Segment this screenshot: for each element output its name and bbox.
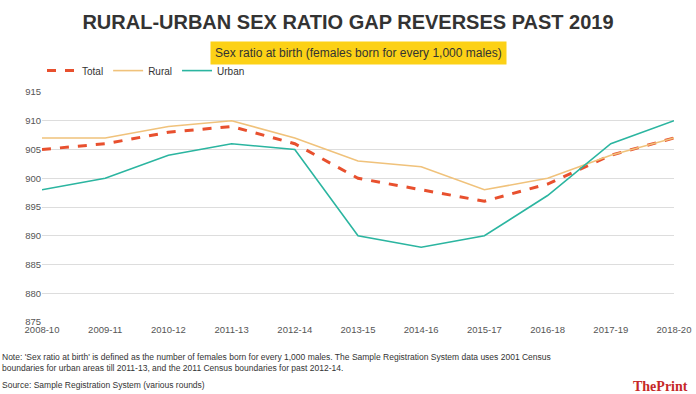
svg-text:Sex ratio at birth (females bo: Sex ratio at birth (females born for eve… bbox=[215, 46, 502, 60]
svg-text:Total: Total bbox=[82, 66, 103, 77]
svg-text:2016-18: 2016-18 bbox=[530, 324, 565, 335]
svg-text:885: 885 bbox=[25, 259, 41, 270]
svg-text:2009-11: 2009-11 bbox=[88, 324, 122, 335]
svg-text:900: 900 bbox=[25, 173, 41, 184]
svg-text:875: 875 bbox=[25, 316, 41, 327]
svg-text:880: 880 bbox=[25, 288, 41, 299]
svg-text:2018-20: 2018-20 bbox=[657, 324, 692, 335]
svg-text:2011-13: 2011-13 bbox=[215, 324, 249, 335]
svg-text:905: 905 bbox=[25, 144, 41, 155]
svg-text:890: 890 bbox=[25, 230, 41, 241]
svg-text:2014-16: 2014-16 bbox=[404, 324, 439, 335]
svg-text:Note: 'Sex ratio at birth' is: Note: 'Sex ratio at birth' is defined as… bbox=[2, 352, 551, 373]
svg-text:ThePrint: ThePrint bbox=[633, 379, 688, 394]
svg-text:910: 910 bbox=[25, 115, 41, 126]
svg-text:Urban: Urban bbox=[217, 66, 244, 77]
svg-text:895: 895 bbox=[25, 201, 41, 212]
svg-text:Source: Sample Registration Sy: Source: Sample Registration System (vari… bbox=[2, 380, 205, 390]
svg-text:915: 915 bbox=[25, 86, 41, 97]
svg-text:RURAL-URBAN SEX RATIO GAP REVE: RURAL-URBAN SEX RATIO GAP REVERSES PAST … bbox=[82, 11, 613, 33]
svg-text:2008-10: 2008-10 bbox=[25, 324, 60, 335]
svg-text:Rural: Rural bbox=[148, 66, 172, 77]
svg-text:2015-17: 2015-17 bbox=[467, 324, 502, 335]
svg-text:2012-14: 2012-14 bbox=[277, 324, 312, 335]
svg-text:2010-12: 2010-12 bbox=[151, 324, 186, 335]
svg-text:2013-15: 2013-15 bbox=[341, 324, 376, 335]
svg-text:2017-19: 2017-19 bbox=[593, 324, 628, 335]
